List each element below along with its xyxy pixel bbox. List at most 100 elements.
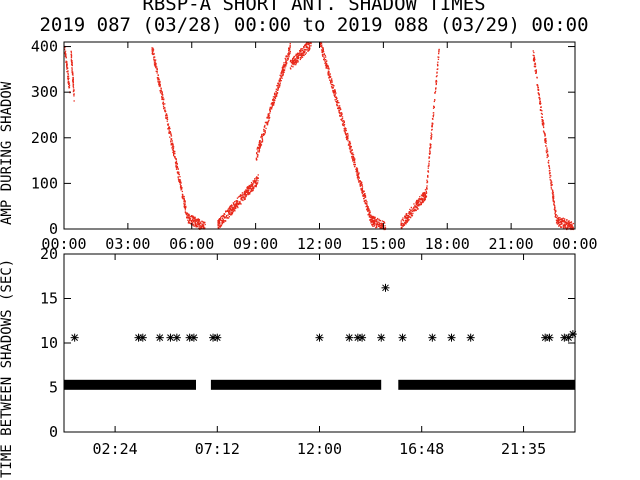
data-point	[352, 156, 354, 159]
data-point	[184, 209, 186, 211]
data-point	[242, 195, 244, 198]
data-point	[251, 187, 254, 190]
data-point	[330, 79, 332, 82]
data-point	[255, 182, 257, 185]
data-point	[186, 216, 188, 218]
data-point	[553, 196, 555, 198]
data-point	[151, 48, 153, 51]
data-point	[414, 205, 416, 207]
data-point	[305, 43, 307, 45]
data-point	[161, 93, 163, 95]
data-point	[334, 91, 336, 93]
data-point	[71, 67, 73, 69]
data-point	[67, 72, 69, 74]
data-point	[192, 220, 194, 222]
data-point	[255, 184, 257, 186]
data-point	[429, 143, 432, 146]
data-point	[228, 216, 230, 218]
data-point	[237, 196, 240, 198]
data-point	[300, 52, 303, 54]
data-point	[347, 144, 350, 146]
data-point	[66, 62, 68, 64]
data-point	[360, 182, 363, 185]
data-point	[558, 219, 560, 221]
data-point	[361, 192, 363, 194]
data-point	[417, 201, 419, 203]
data-point	[228, 213, 230, 215]
data-point	[290, 65, 293, 67]
data-point	[329, 82, 332, 84]
data-point	[239, 202, 241, 204]
data-point	[264, 132, 266, 134]
data-point	[221, 221, 224, 224]
data-point	[72, 90, 75, 93]
data-point	[251, 189, 253, 191]
data-point	[272, 99, 275, 101]
data-point	[426, 180, 428, 183]
data-point	[383, 221, 385, 223]
data-point	[550, 188, 553, 190]
data-point	[422, 195, 424, 198]
data-point	[166, 120, 168, 122]
data-point	[536, 84, 538, 86]
data-point	[267, 116, 269, 118]
data-point	[356, 173, 358, 175]
data-point	[223, 221, 225, 224]
data-point	[235, 205, 237, 207]
data-point	[560, 219, 562, 221]
data-point	[436, 71, 438, 73]
data-point	[534, 65, 537, 67]
data-point	[358, 181, 360, 183]
data-point	[244, 198, 246, 200]
data-point	[160, 87, 162, 90]
data-point	[278, 79, 280, 81]
data-point	[552, 195, 554, 197]
x-tick-label: 06:00	[169, 235, 214, 253]
data-point	[332, 84, 334, 86]
data-point	[557, 220, 559, 222]
data-point	[563, 225, 565, 227]
data-point	[289, 46, 291, 48]
y-tick-label: 100	[31, 174, 58, 192]
data-point	[202, 226, 205, 228]
data-point	[230, 213, 232, 215]
data-point	[161, 90, 163, 93]
data-point	[560, 223, 562, 225]
data-point	[429, 150, 431, 152]
data-point	[325, 66, 327, 68]
data-point	[402, 220, 405, 222]
data-point	[338, 111, 340, 114]
data-point	[539, 103, 541, 105]
data-point	[177, 178, 180, 180]
data-point	[253, 181, 255, 183]
data-point	[66, 71, 68, 73]
data-point	[302, 54, 304, 56]
data-point	[376, 222, 378, 224]
data-point	[269, 108, 271, 111]
data-point	[338, 109, 340, 111]
data-point	[218, 221, 220, 223]
data-point	[269, 107, 271, 109]
data-point	[423, 198, 425, 200]
data-point	[333, 90, 335, 92]
data-point	[379, 226, 381, 229]
data-point	[550, 184, 552, 186]
data-point	[248, 187, 250, 189]
asterisk-point	[172, 333, 181, 342]
data-point	[325, 63, 327, 66]
data-point	[310, 45, 312, 47]
data-point	[281, 71, 283, 73]
data-point	[369, 219, 371, 221]
data-point	[188, 219, 191, 221]
data-point	[363, 190, 365, 192]
data-point	[424, 198, 426, 200]
data-point	[175, 163, 177, 165]
data-point	[295, 59, 297, 61]
data-point	[357, 175, 359, 177]
data-point	[353, 163, 355, 166]
data-point	[296, 56, 298, 58]
data-point	[180, 185, 182, 187]
data-point	[245, 195, 247, 198]
data-point	[570, 224, 572, 226]
